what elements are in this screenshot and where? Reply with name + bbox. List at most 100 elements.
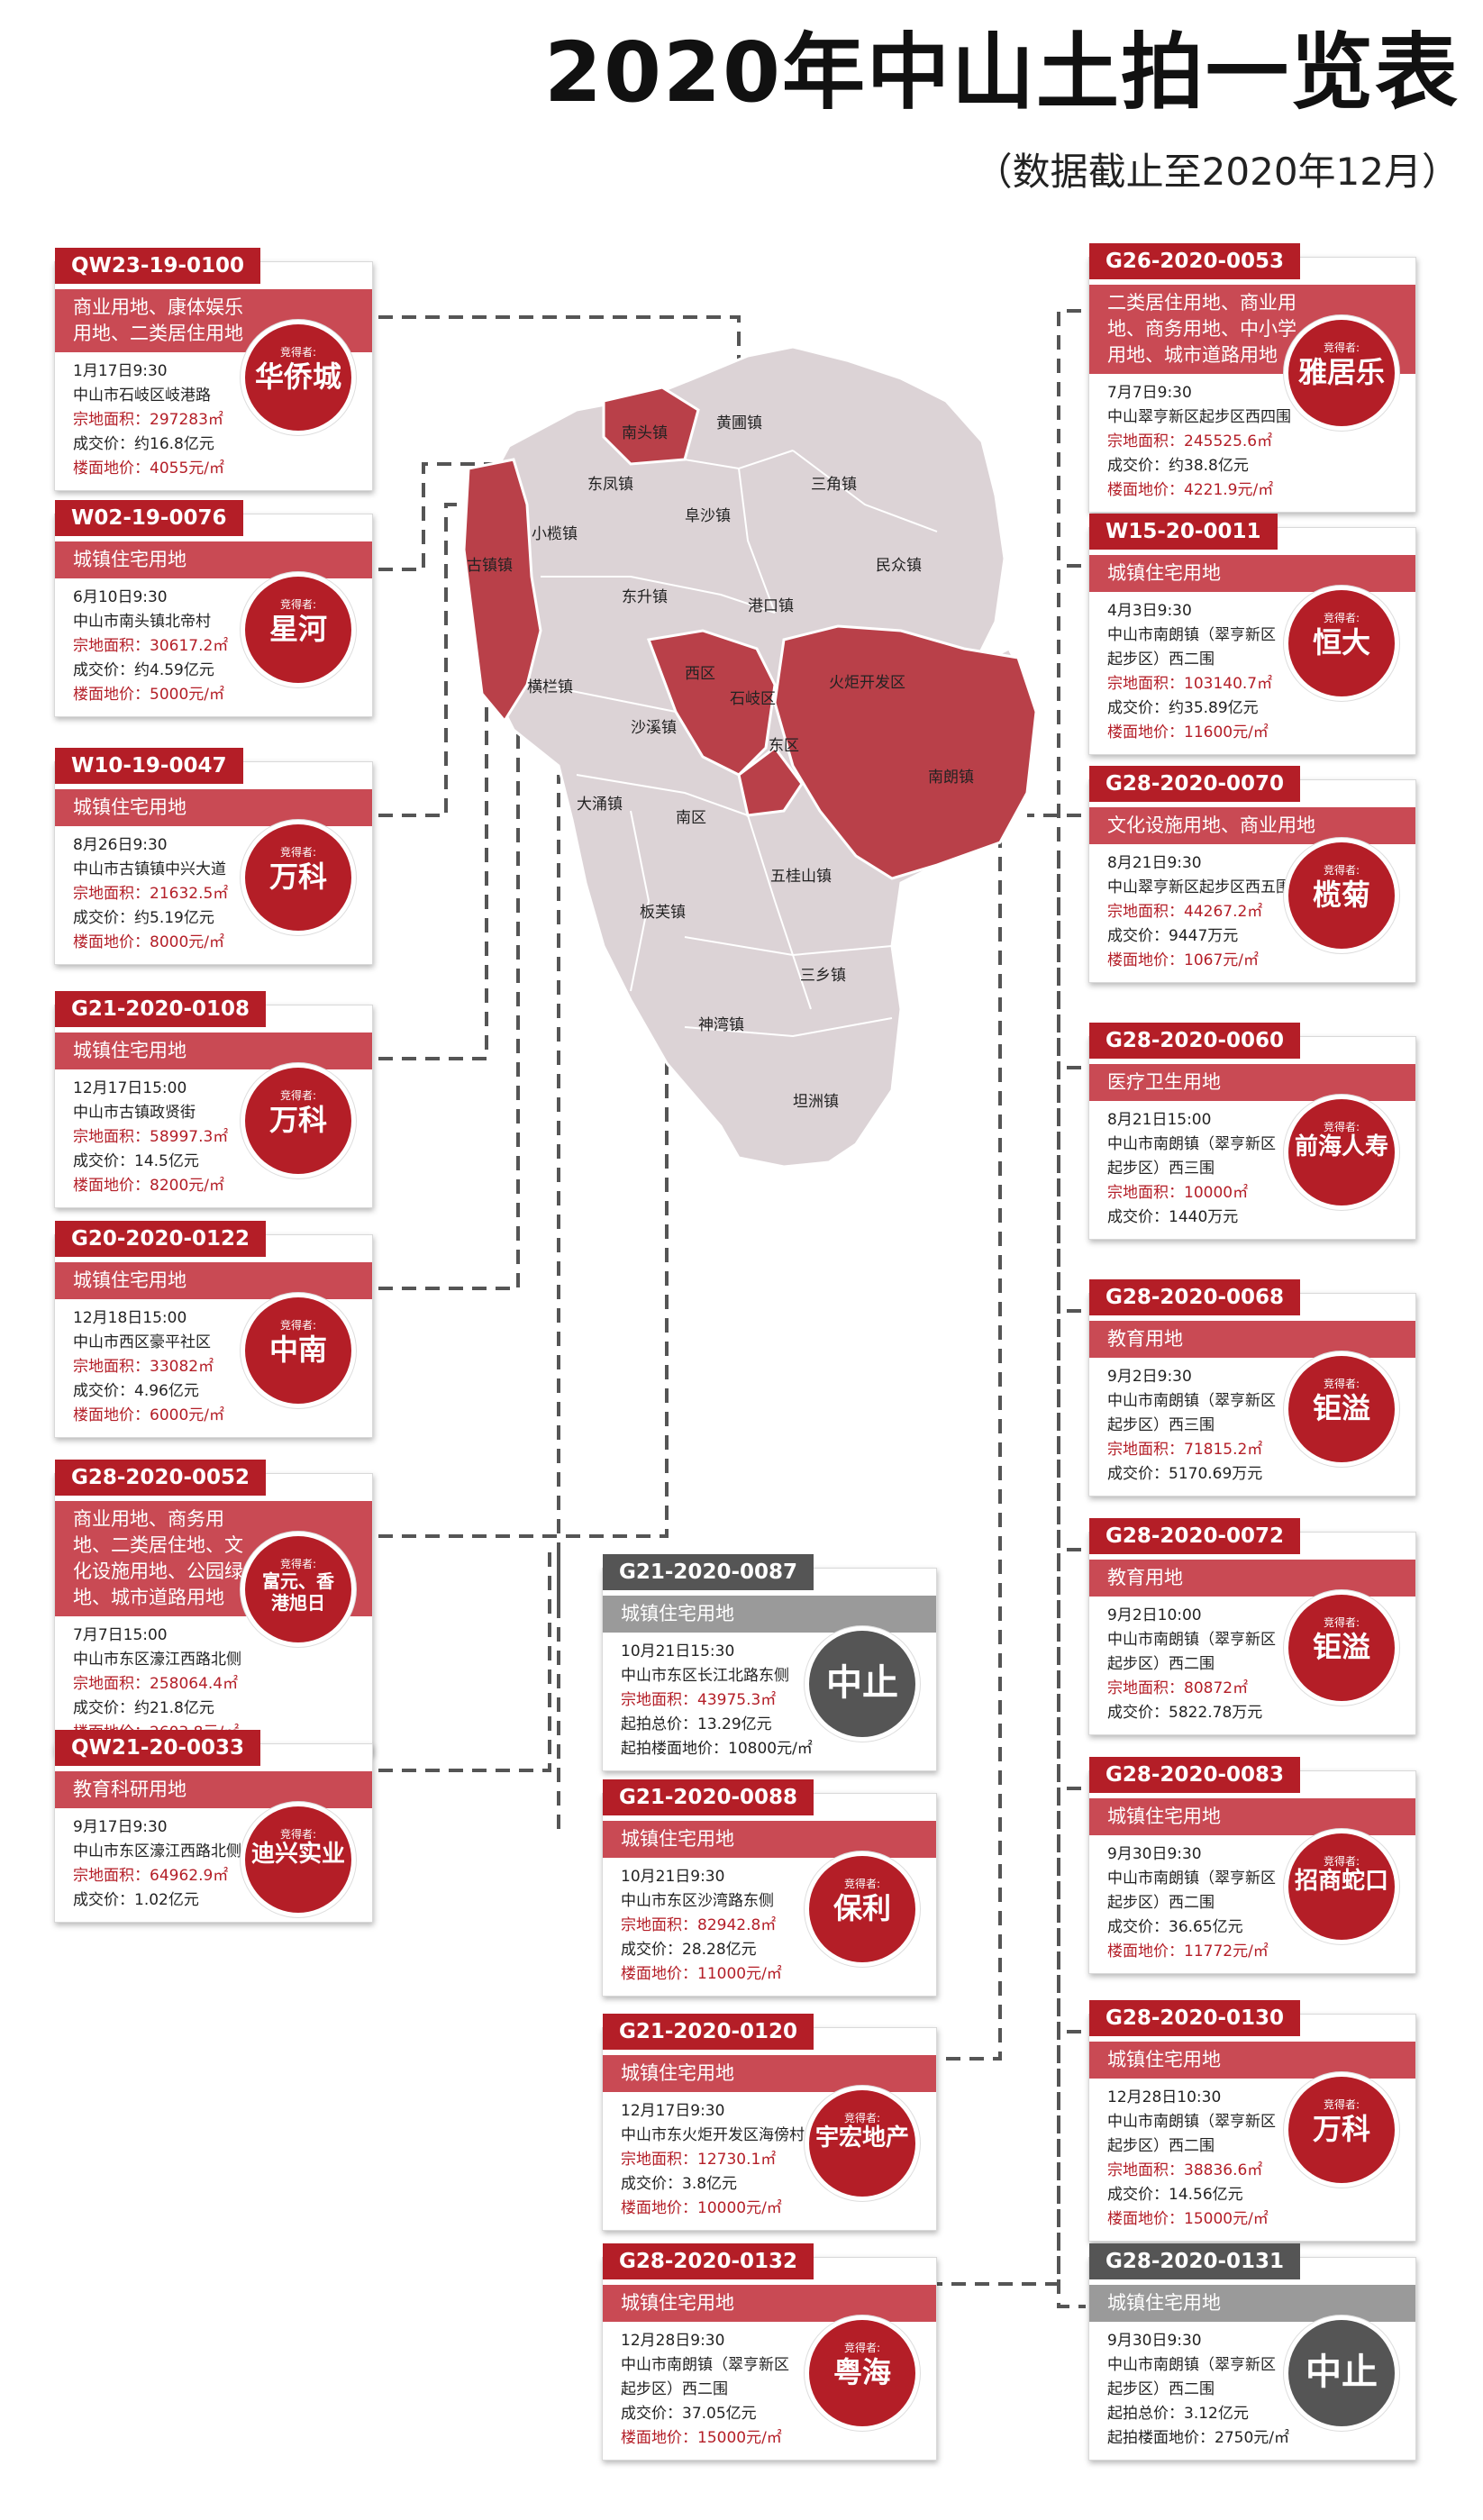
parcel-detail-line: 中山市东区长江北路东侧	[621, 1667, 789, 1685]
parcel-code: G21-2020-0108	[55, 991, 267, 1027]
winner-badge: 竞得者: 榄菊	[1288, 842, 1395, 949]
parcel-detail-line: 宗地面积：71815.2㎡	[1107, 1441, 1263, 1459]
land-parcel-card: G28-2020-0083 城镇住宅用地 9月30日9:30 中山市南朗镇（翠亨新区起…	[1088, 1757, 1416, 1974]
parcel-usage: 医疗卫生用地	[1089, 1064, 1415, 1101]
winner-label: 竞得者:	[279, 1828, 317, 1841]
map-outline	[467, 345, 1038, 1169]
map-town-label: 阜沙镇	[685, 507, 731, 525]
parcel-detail-line: 宗地面积：82942.8㎡	[621, 1916, 777, 1934]
parcel-usage: 城镇住宅用地	[603, 2055, 936, 2092]
parcel-usage: 城镇住宅用地	[603, 1821, 936, 1858]
winner-label: 竞得者:	[843, 1878, 881, 1890]
parcel-usage: 城镇住宅用地	[55, 541, 372, 578]
winner-label: 竞得者:	[843, 2112, 881, 2124]
parcel-detail-line: 成交价：3.8亿元	[621, 2175, 738, 2193]
parcel-detail-line: 成交价：14.56亿元	[1107, 2186, 1243, 2204]
parcel-details: 8月21日9:30 中山翠亨新区起步区西五围 宗地面积：44267.2㎡ 成交价：94…	[1089, 844, 1415, 982]
winner-name: 华侨城	[254, 359, 341, 394]
parcel-detail-line: 7月7日15:00	[73, 1626, 168, 1644]
parcel-code: G20-2020-0122	[55, 1221, 267, 1257]
map-town-label: 小榄镇	[532, 525, 578, 543]
parcel-usage: 城镇住宅用地	[1089, 1798, 1415, 1835]
parcel-detail-line: 起拍总价：3.12亿元	[1107, 2405, 1249, 2423]
parcel-code: QW23-19-0100	[55, 248, 261, 284]
parcel-detail-line: 中山市南朗镇（翠亨新区	[1107, 1870, 1276, 1888]
parcel-detail-line: 10月21日9:30	[621, 1868, 725, 1886]
parcel-detail-line: 成交价：5822.78万元	[1107, 1704, 1263, 1722]
winner-label: 竞得者:	[279, 1558, 317, 1570]
winner-badge: 竞得者: 保利	[809, 1856, 915, 1962]
winner-name: 万科	[268, 1103, 327, 1137]
parcel-detail-line: 宗地面积：103140.7㎡	[1107, 675, 1273, 693]
parcel-detail-line: 1月17日9:30	[73, 362, 168, 380]
parcel-details: 9月30日9:30 中山市南朗镇（翠亨新区 起步区）西二围 成交价：36.65亿元 楼面…	[1089, 1835, 1415, 1973]
parcel-detail-line: 起步区）西二围	[621, 2380, 728, 2398]
parcel-detail-line: 楼面地价：11772元/㎡	[1107, 1942, 1269, 1961]
parcel-detail-line: 楼面地价：8200元/㎡	[73, 1177, 224, 1195]
winner-name: 保利	[832, 1891, 891, 1925]
winner-name: 招商蛇口	[1294, 1868, 1388, 1895]
parcel-detail-line: 中山市南头镇北帝村	[73, 613, 211, 631]
parcel-detail-line: 中山市古镇政贤街	[73, 1104, 196, 1122]
map-town-label: 南朗镇	[928, 769, 974, 787]
parcel-detail-line: 10月21日15:30	[621, 1642, 735, 1660]
town-boundaries	[540, 450, 938, 1038]
parcel-code: G28-2020-0068	[1089, 1279, 1301, 1315]
parcel-detail-line: 楼面地价：11600元/㎡	[1107, 723, 1269, 741]
winner-badge: 竞得者: 招商蛇口	[1288, 1833, 1395, 1940]
winner-name: 中止	[1306, 2352, 1378, 2393]
parcel-detail-line: 成交价：约38.8亿元	[1107, 457, 1249, 475]
parcel-detail-line: 中山市石岐区岐港路	[73, 387, 211, 405]
parcel-detail-line: 成交价：5170.69万元	[1107, 1465, 1263, 1483]
map-region-east	[737, 745, 804, 817]
parcel-detail-line: 中山市古镇镇中兴大道	[73, 860, 226, 878]
parcel-code: QW21-20-0033	[55, 1730, 261, 1766]
map-town-label: 板芙镇	[640, 904, 686, 922]
parcel-detail-line: 中山市南朗镇（翠亨新区	[1107, 1392, 1276, 1410]
parcel-detail-line: 楼面地价：4221.9元/㎡	[1107, 481, 1274, 499]
parcel-detail-line: 宗地面积：21632.5㎡	[73, 885, 229, 903]
parcel-detail-line: 8月21日15:00	[1107, 1111, 1212, 1129]
parcel-details: 10月21日9:30 中山市东区沙湾路东侧 宗地面积：82942.8㎡ 成交价：28.…	[603, 1858, 936, 1996]
parcel-code: W15-20-0011	[1089, 514, 1278, 550]
parcel-detail-line: 12月28日9:30	[621, 2332, 725, 2350]
winner-label: 竞得者:	[279, 346, 317, 359]
parcel-code: W02-19-0076	[55, 500, 243, 536]
parcel-detail-line: 宗地面积：33082㎡	[73, 1358, 214, 1376]
parcel-detail-line: 中山市南朗镇（翠亨新区	[1107, 2113, 1276, 2131]
parcel-detail-line: 楼面地价：1067元/㎡	[1107, 951, 1259, 969]
parcel-details: 9月17日9:30 中山市东区濠江西路北侧 宗地面积：64962.9㎡ 成交价：1.0…	[55, 1808, 372, 1922]
parcel-detail-line: 宗地面积：64962.9㎡	[73, 1867, 229, 1885]
parcel-code: G21-2020-0120	[603, 2014, 814, 2050]
map-town-label: 东升镇	[622, 588, 668, 606]
winner-name: 雅居乐	[1297, 355, 1385, 389]
parcel-detail-line: 成交价：约5.19亿元	[73, 909, 214, 927]
parcel-detail-line: 起步区）西二围	[1107, 2380, 1215, 2398]
map-town-label: 横栏镇	[527, 678, 573, 696]
parcel-details: 10月21日15:30 中山市东区长江北路东侧 宗地面积：43975.3㎡ 起拍总价：…	[603, 1633, 936, 1770]
parcel-detail-line: 成交价：9447万元	[1107, 927, 1239, 945]
map-town-label: 港口镇	[748, 597, 794, 615]
winner-name: 星河	[268, 612, 327, 646]
parcel-details: 1月17日9:30 中山市石岐区岐港路 宗地面积：297283㎡ 成交价：约16.8亿…	[55, 352, 372, 490]
parcel-detail-line: 中山翠亨新区起步区西五围	[1107, 878, 1291, 896]
parcel-detail-line: 中山市东区濠江西路北侧	[73, 1651, 241, 1669]
parcel-usage: 城镇住宅用地	[1089, 2285, 1415, 2322]
parcel-details: 12月17日9:30 中山市东火炬开发区海傍村 宗地面积：12730.1㎡ 成交价：3…	[603, 2092, 936, 2230]
parcel-detail-line: 8月26日9:30	[73, 836, 168, 854]
parcel-detail-line: 起步区）西二围	[1107, 1655, 1215, 1673]
parcel-detail-line: 宗地面积：58997.3㎡	[73, 1128, 229, 1146]
parcel-detail-line: 中山市南朗镇（翠亨新区	[621, 2356, 789, 2374]
parcel-detail-line: 成交价：约16.8亿元	[73, 435, 214, 453]
map-town-label: 东凤镇	[587, 476, 633, 494]
parcel-detail-line: 9月30日9:30	[1107, 2332, 1202, 2350]
parcel-detail-line: 楼面地价：6000元/㎡	[73, 1406, 224, 1424]
map-town-label: 大涌镇	[577, 796, 623, 814]
winner-badge: 竞得者: 迪兴实业	[245, 1806, 351, 1913]
parcel-usage: 城镇住宅用地	[1089, 2042, 1415, 2079]
map-region-west-shiqi	[646, 629, 777, 777]
map-region-nantou	[602, 386, 700, 466]
connector-line	[378, 503, 459, 817]
connector-line	[378, 692, 703, 1290]
